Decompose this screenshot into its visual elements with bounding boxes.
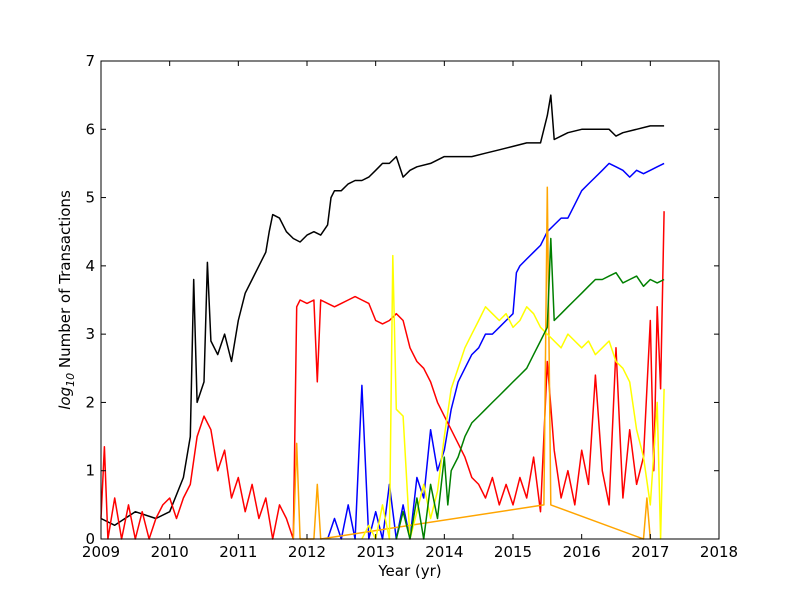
y-tick-label: 7 [85, 52, 95, 70]
y-tick-label: 3 [85, 325, 95, 343]
x-tick-label: 2014 [425, 543, 463, 561]
plot-background [101, 61, 719, 539]
y-tick-label: 2 [85, 393, 95, 411]
series-line-1 [326, 162, 665, 540]
series-line-3 [292, 186, 652, 540]
tick-layer: 2009 2010 2011 2012 2013 2014 2015 2016 2017 2018… [82, 52, 738, 561]
y-axis-label-subscript: 10 [64, 373, 77, 387]
x-tick-label: 2017 [631, 543, 669, 561]
y-tick-label: 6 [85, 120, 95, 138]
y-axis-label-log: log [56, 387, 74, 410]
series-line-2 [100, 211, 665, 540]
x-tick-label: 2010 [151, 543, 189, 561]
y-tick-label: 1 [85, 462, 95, 480]
y-tick-label: 5 [85, 189, 95, 207]
x-tick-label: 2011 [219, 543, 257, 561]
x-tick-label: 2015 [494, 543, 532, 561]
series-line-0 [100, 94, 665, 527]
plot-frame [100, 60, 720, 540]
y-tick-label: 4 [85, 257, 95, 275]
x-tick-label: 2009 [82, 543, 120, 561]
x-tick-label: 2016 [563, 543, 601, 561]
x-tick-label: 2012 [288, 543, 326, 561]
series-line-5 [395, 237, 665, 540]
x-tick-label: 2013 [357, 543, 395, 561]
y-tick-label: 0 [85, 530, 95, 548]
y-axis-label: log10 Number of Transactions [56, 190, 77, 410]
series-line-4 [361, 254, 665, 540]
x-tick-label: 2018 [700, 543, 738, 561]
x-axis-label: Year (yr) [377, 562, 441, 580]
series-layer [100, 94, 665, 540]
y-axis-label-rest: Number of Transactions [56, 190, 74, 373]
